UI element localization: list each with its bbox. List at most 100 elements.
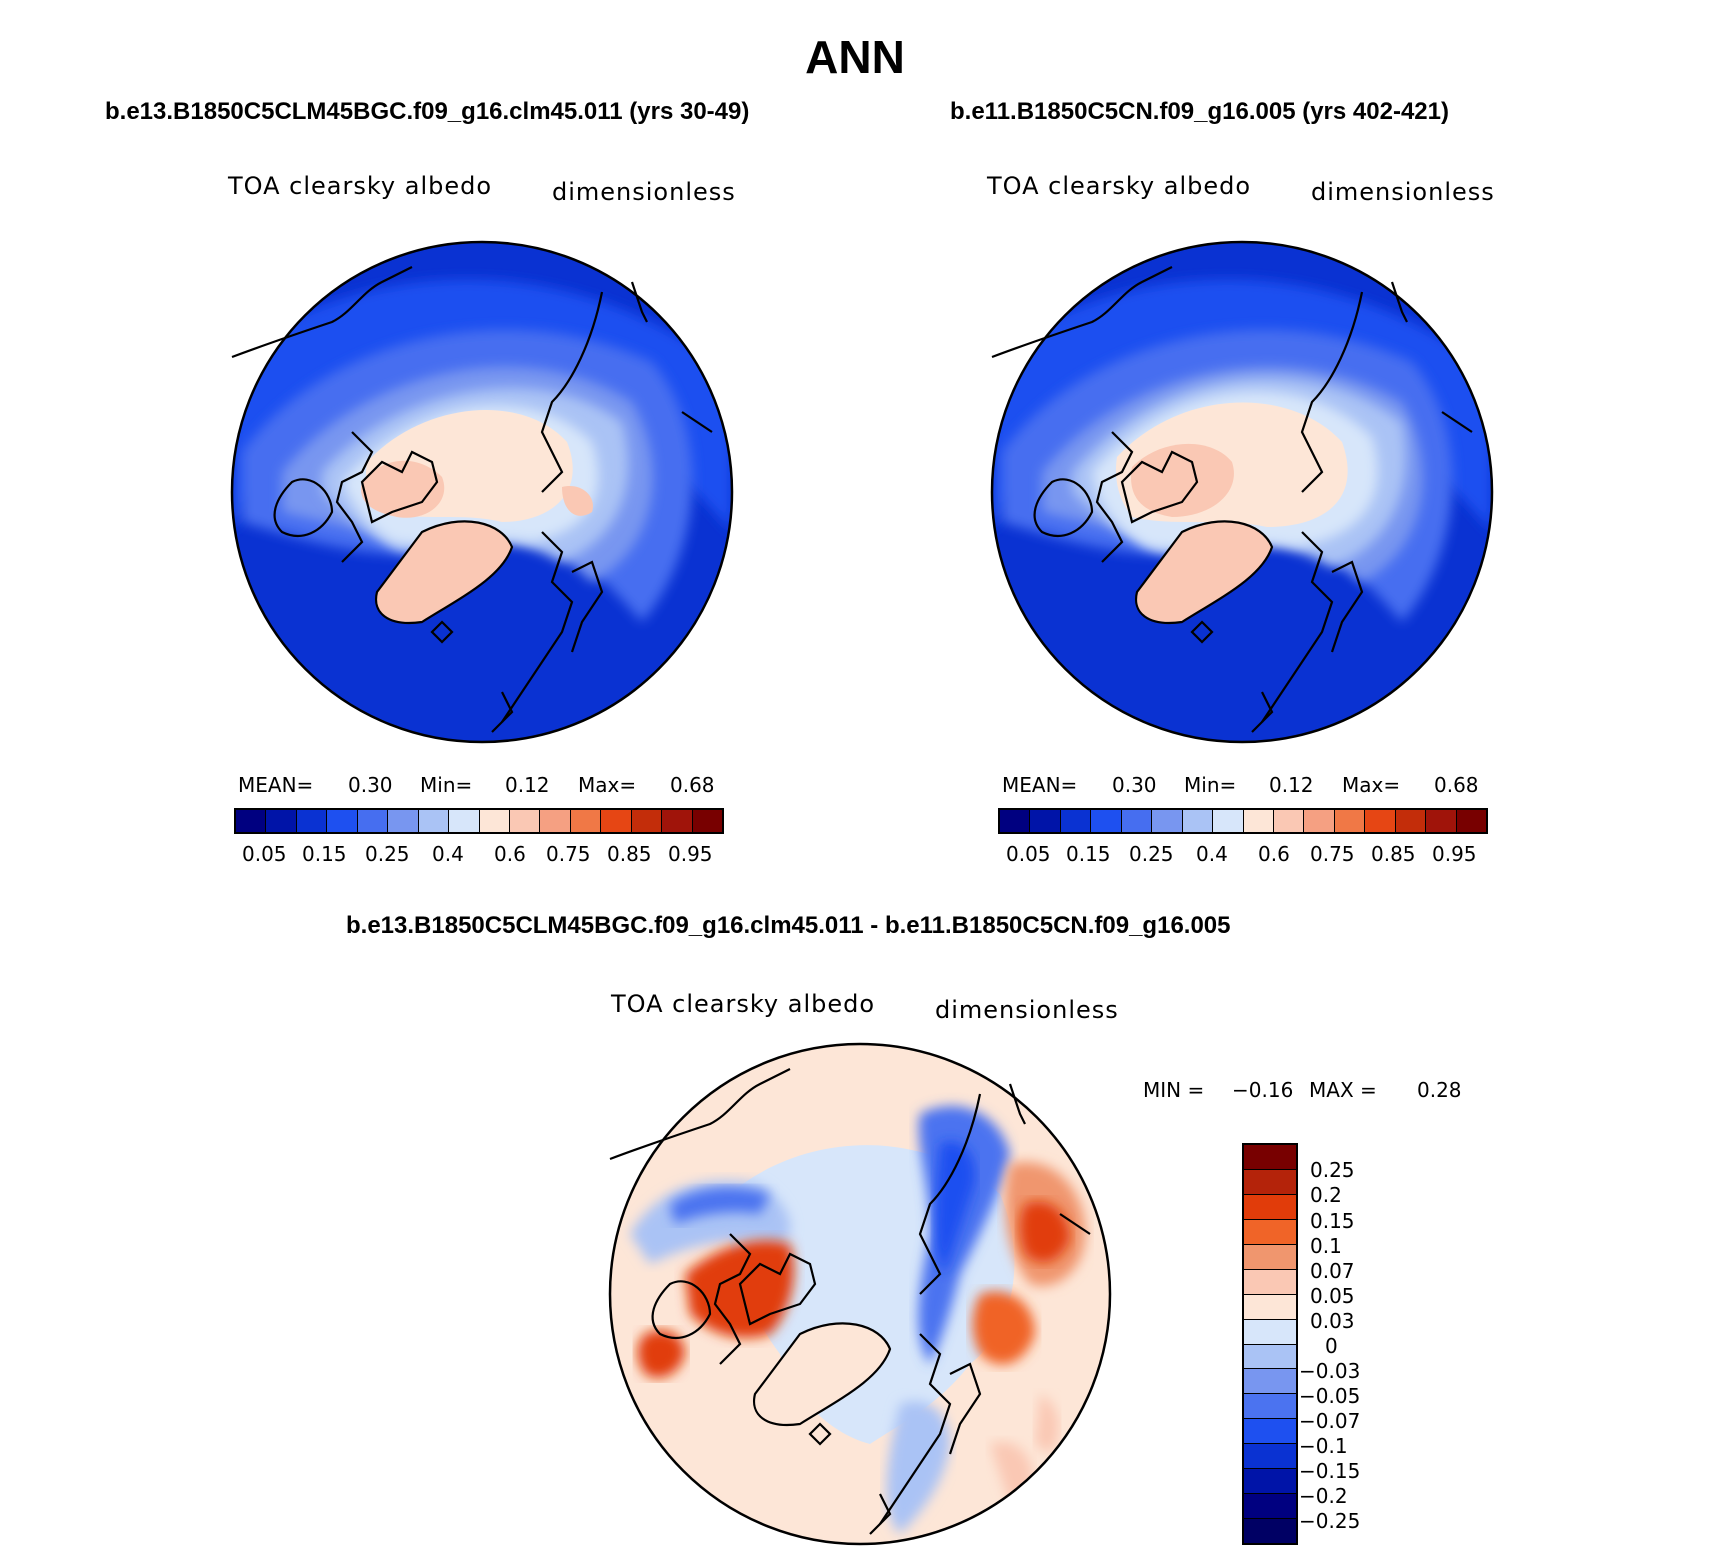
colorbar-swatch bbox=[570, 810, 602, 832]
colorbar-1-tick: 0.15 bbox=[302, 842, 347, 866]
colorbar-swatch bbox=[327, 810, 358, 832]
colorbar-swatch bbox=[1091, 810, 1122, 832]
polar-map-2 bbox=[990, 240, 1494, 744]
diff-max-value: 0.28 bbox=[1417, 1078, 1462, 1102]
colorbar-2-tick: 0.25 bbox=[1129, 842, 1174, 866]
colorbar-2-tick: 0.6 bbox=[1258, 842, 1290, 866]
colorbar-swatch bbox=[1244, 1244, 1296, 1270]
diff-colorbar-tick: −0.2 bbox=[1299, 1484, 1348, 1508]
diff-colorbar-tick: −0.05 bbox=[1299, 1384, 1361, 1408]
colorbar-swatch bbox=[1244, 1444, 1296, 1470]
case-label-2: b.e11.B1850C5CN.f09_g16.005 (yrs 402-421… bbox=[950, 98, 1449, 125]
colorbar-swatch bbox=[1244, 1519, 1296, 1543]
colorbar-swatch bbox=[1244, 1319, 1296, 1345]
diff-colorbar-tick: −0.15 bbox=[1299, 1459, 1361, 1483]
colorbar-swatch bbox=[1244, 1269, 1296, 1295]
diff-colorbar-tick: 0.25 bbox=[1310, 1158, 1355, 1182]
colorbar-swatch bbox=[1365, 810, 1396, 832]
colorbar-1-tick: 0.6 bbox=[494, 842, 526, 866]
colorbar-1-tick: 0.05 bbox=[242, 842, 287, 866]
diff-case-label: b.e13.B1850C5CLM45BGC.f09_g16.clm45.011 … bbox=[346, 912, 1231, 939]
albedo-field-1 bbox=[232, 242, 732, 742]
diff-colorbar-tick: −0.25 bbox=[1299, 1509, 1361, 1533]
colorbar-swatch bbox=[1000, 810, 1031, 832]
colorbar-swatch bbox=[1121, 810, 1153, 832]
mean-value-1: 0.30 bbox=[348, 773, 393, 797]
colorbar-swatch bbox=[1244, 1494, 1296, 1520]
colorbar-1-tick: 0.25 bbox=[365, 842, 410, 866]
diff-colorbar-tick: −0.03 bbox=[1299, 1359, 1361, 1383]
colorbar-swatch bbox=[631, 810, 663, 832]
colorbar-swatch bbox=[662, 810, 693, 832]
colorbar-swatch bbox=[266, 810, 297, 832]
colorbar-swatch bbox=[388, 810, 419, 832]
colorbar-swatch bbox=[1334, 810, 1366, 832]
diff-colorbar-tick: 0.2 bbox=[1310, 1183, 1342, 1207]
colorbar-swatch bbox=[1304, 810, 1335, 832]
colorbar-swatch bbox=[601, 810, 632, 832]
colorbar-swatch bbox=[479, 810, 510, 832]
colorbar-1-tick: 0.95 bbox=[668, 842, 713, 866]
diff-variable-label: TOA clearsky albedo bbox=[611, 990, 876, 1018]
mean-label-1: MEAN= bbox=[238, 773, 314, 797]
diff-coastlines bbox=[609, 1068, 1091, 1535]
colorbar-2 bbox=[998, 808, 1488, 834]
units-label-2: dimensionless bbox=[1311, 178, 1495, 206]
min-value-2: 0.12 bbox=[1269, 773, 1314, 797]
variable-label-2: TOA clearsky albedo bbox=[987, 172, 1252, 200]
diff-min-value: −0.16 bbox=[1232, 1078, 1294, 1102]
diff-max-label: MAX = bbox=[1309, 1078, 1377, 1102]
albedo-field-2 bbox=[992, 242, 1492, 742]
min-value-1: 0.12 bbox=[505, 773, 550, 797]
colorbar-swatch bbox=[296, 810, 328, 832]
colorbar-2-tick: 0.05 bbox=[1006, 842, 1051, 866]
map-border-1 bbox=[230, 240, 734, 744]
colorbar-2-tick: 0.15 bbox=[1066, 842, 1111, 866]
colorbar-2-tick: 0.85 bbox=[1371, 842, 1416, 866]
colorbar-swatch bbox=[1213, 810, 1244, 832]
variable-label-1: TOA clearsky albedo bbox=[228, 172, 493, 200]
colorbar-swatch bbox=[1244, 1419, 1296, 1445]
max-value-1: 0.68 bbox=[670, 773, 715, 797]
colorbar-swatch bbox=[1456, 810, 1486, 832]
colorbar-swatch bbox=[1244, 1369, 1296, 1395]
coastlines-2 bbox=[991, 266, 1473, 733]
diff-colorbar-tick: −0.1 bbox=[1299, 1434, 1348, 1458]
colorbar-swatch bbox=[1244, 1294, 1296, 1320]
colorbar-swatch bbox=[357, 810, 389, 832]
colorbar-swatch bbox=[540, 810, 571, 832]
colorbar-swatch bbox=[1152, 810, 1183, 832]
units-label-1: dimensionless bbox=[552, 178, 736, 206]
coastlines-1 bbox=[231, 266, 713, 733]
max-label-1: Max= bbox=[578, 773, 637, 797]
colorbar-swatch bbox=[236, 810, 267, 832]
colorbar-2-tick: 0.75 bbox=[1310, 842, 1355, 866]
diff-colorbar-tick: 0.1 bbox=[1310, 1234, 1342, 1258]
diff-colorbar-tick: −0.07 bbox=[1299, 1409, 1361, 1433]
colorbar-swatch bbox=[1244, 1169, 1296, 1195]
colorbar-swatch bbox=[692, 810, 722, 832]
diff-colorbar-tick: 0 bbox=[1325, 1334, 1338, 1358]
colorbar-2-tick: 0.95 bbox=[1432, 842, 1477, 866]
colorbar-swatch bbox=[1244, 1194, 1296, 1220]
max-label-2: Max= bbox=[1342, 773, 1401, 797]
min-label-2: Min= bbox=[1184, 773, 1237, 797]
colorbar-swatch bbox=[1030, 810, 1061, 832]
colorbar-swatch bbox=[1395, 810, 1427, 832]
diff-min-label: MIN = bbox=[1143, 1078, 1205, 1102]
colorbar-swatch bbox=[509, 810, 541, 832]
diff-colorbar-tick: 0.05 bbox=[1310, 1284, 1355, 1308]
diff-units-label: dimensionless bbox=[935, 996, 1119, 1024]
colorbar-swatch bbox=[1244, 1469, 1296, 1495]
colorbar-2-tick: 0.4 bbox=[1196, 842, 1228, 866]
colorbar-swatch bbox=[1244, 1394, 1296, 1420]
diff-colorbar-tick: 0.15 bbox=[1310, 1209, 1355, 1233]
colorbar-1-tick: 0.75 bbox=[546, 842, 591, 866]
max-value-2: 0.68 bbox=[1434, 773, 1479, 797]
colorbar-1 bbox=[234, 808, 724, 834]
colorbar-1-tick: 0.4 bbox=[432, 842, 464, 866]
colorbar-swatch bbox=[1243, 810, 1274, 832]
map-border-2 bbox=[990, 240, 1494, 744]
diff-colorbar bbox=[1242, 1143, 1298, 1545]
polar-map-1 bbox=[230, 240, 734, 744]
